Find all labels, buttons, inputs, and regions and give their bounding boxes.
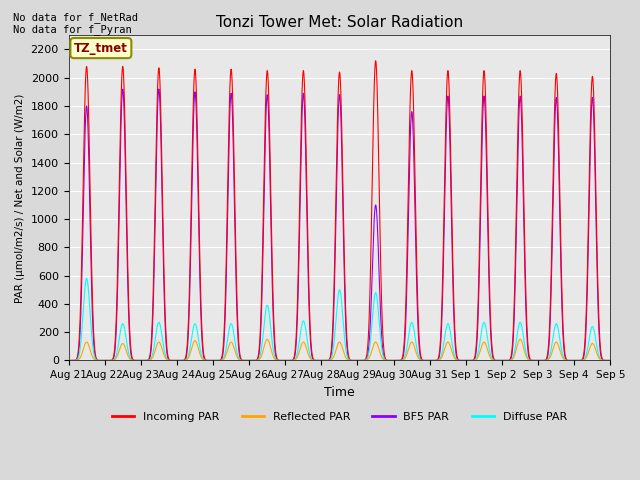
Text: TZ_tmet: TZ_tmet — [74, 42, 128, 55]
Legend: Incoming PAR, Reflected PAR, BF5 PAR, Diffuse PAR: Incoming PAR, Reflected PAR, BF5 PAR, Di… — [108, 408, 572, 426]
Y-axis label: PAR (μmol/m2/s) / Net and Solar (W/m2): PAR (μmol/m2/s) / Net and Solar (W/m2) — [15, 93, 25, 302]
Title: Tonzi Tower Met: Solar Radiation: Tonzi Tower Met: Solar Radiation — [216, 15, 463, 30]
X-axis label: Time: Time — [324, 386, 355, 399]
Text: No data for f_NetRad
No data for f_Pyran: No data for f_NetRad No data for f_Pyran — [13, 12, 138, 36]
